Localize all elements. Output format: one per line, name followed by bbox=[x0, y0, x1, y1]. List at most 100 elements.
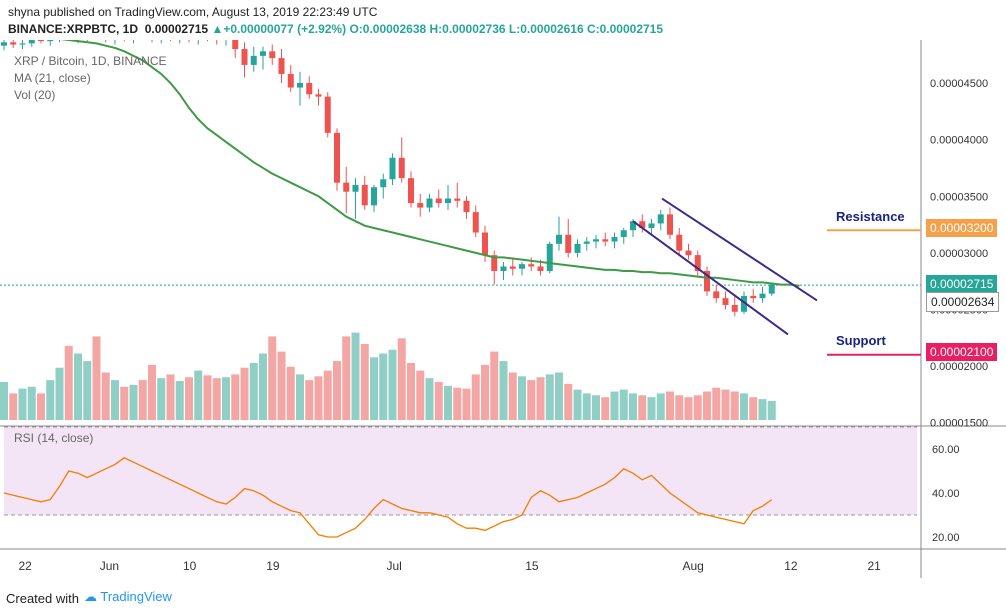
volume-bar bbox=[268, 336, 277, 420]
volume-bar bbox=[666, 391, 674, 420]
candle-body bbox=[389, 157, 396, 180]
candle bbox=[343, 166, 350, 214]
volume-bar bbox=[629, 393, 637, 420]
candle bbox=[565, 218, 572, 258]
volume-bar bbox=[749, 397, 758, 420]
volume-bar bbox=[379, 353, 388, 420]
tradingview-brand: TradingView bbox=[100, 589, 172, 604]
change-arrow-icon: ▲ bbox=[211, 22, 224, 36]
candle-body bbox=[593, 239, 599, 242]
created-with-text: Created with bbox=[6, 591, 79, 606]
price-tick-label: 0.00002000 bbox=[930, 361, 988, 373]
volume-bar bbox=[582, 393, 591, 420]
candle-body bbox=[278, 58, 285, 74]
candle bbox=[657, 209, 664, 231]
rsi-tick-label: 20.00 bbox=[932, 532, 960, 544]
candle-body bbox=[398, 157, 405, 179]
candle bbox=[287, 64, 294, 93]
volume-bar bbox=[693, 395, 702, 420]
price-tick-label: 0.00003000 bbox=[930, 248, 988, 260]
channel-upper-line bbox=[661, 197, 818, 302]
candle-body bbox=[704, 271, 710, 292]
volume-bar bbox=[499, 361, 508, 420]
volume-bar bbox=[111, 380, 119, 420]
support-price-tag: 0.00002100 bbox=[926, 343, 998, 361]
price-tick-label: 0.00004000 bbox=[930, 135, 988, 147]
volume-bar bbox=[434, 382, 443, 420]
volume-bar bbox=[610, 391, 619, 420]
resistance-label: Resistance bbox=[836, 209, 905, 224]
candle-body bbox=[472, 212, 479, 233]
volume-bar bbox=[166, 374, 175, 420]
volume-bar bbox=[351, 332, 360, 420]
candle bbox=[334, 128, 340, 191]
candle bbox=[306, 76, 313, 99]
volume-bar bbox=[305, 380, 314, 420]
candle-body bbox=[694, 255, 701, 271]
volume-bar bbox=[712, 387, 721, 420]
ohlc-values: O:0.00002638 H:0.00002736 L:0.00002616 C… bbox=[349, 22, 664, 36]
candle-body bbox=[334, 132, 340, 183]
volume-bar bbox=[601, 397, 610, 420]
rsi-line bbox=[3, 457, 773, 538]
volume-bar bbox=[129, 384, 138, 420]
volume-bar bbox=[9, 393, 18, 420]
candle bbox=[620, 227, 627, 244]
volume-bar bbox=[407, 363, 415, 420]
volume-bar bbox=[619, 389, 628, 420]
time-tick-label: 22 bbox=[19, 559, 33, 573]
volume-bar bbox=[656, 393, 665, 420]
candle bbox=[435, 189, 442, 208]
footer: Created with ☁ TradingView bbox=[0, 585, 1006, 615]
volume-bar bbox=[481, 364, 489, 420]
volume-bar bbox=[388, 349, 397, 420]
volume-legend: Vol (20) bbox=[14, 88, 56, 102]
candle-body bbox=[611, 237, 618, 242]
last-price-tag: 0.00002715 bbox=[926, 275, 998, 293]
volume-bar bbox=[64, 345, 73, 420]
volume-bar bbox=[416, 370, 425, 420]
time-tick-label: 19 bbox=[266, 559, 280, 573]
candle bbox=[389, 153, 396, 185]
candle bbox=[426, 194, 433, 213]
candle bbox=[694, 250, 701, 276]
volume-bar bbox=[767, 401, 776, 420]
candle bbox=[315, 88, 322, 106]
candle-body bbox=[10, 42, 17, 45]
candle bbox=[500, 261, 507, 281]
volume-bar bbox=[314, 376, 323, 420]
time-tick-label: Jun bbox=[100, 559, 119, 573]
volume-bar bbox=[74, 353, 82, 420]
candle bbox=[454, 182, 461, 208]
candle bbox=[371, 184, 377, 213]
price-chart[interactable]: 0.00004500 0.00004000 0.00003500 0.00003000… bbox=[0, 0, 1006, 585]
tradingview-logo[interactable]: ☁ TradingView bbox=[84, 589, 172, 605]
volume-bar bbox=[120, 386, 129, 420]
volume-bar bbox=[249, 363, 258, 420]
candle-body bbox=[528, 264, 535, 267]
candle-body bbox=[537, 266, 544, 271]
resistance-price-tag: 0.00003200 bbox=[926, 219, 998, 237]
candle bbox=[417, 194, 424, 217]
candle-body bbox=[491, 255, 498, 271]
candle bbox=[556, 216, 562, 251]
candle-body bbox=[722, 298, 729, 305]
price-tick-label: 0.00001500 bbox=[930, 418, 988, 430]
ma-line bbox=[31, 36, 800, 287]
candle-body bbox=[260, 51, 266, 56]
candle-body bbox=[583, 241, 590, 244]
candle bbox=[380, 173, 387, 199]
volume-bar bbox=[564, 383, 573, 420]
volume-bar bbox=[148, 364, 156, 420]
support-label: Support bbox=[836, 333, 886, 348]
candle bbox=[713, 284, 720, 303]
volume-bar bbox=[157, 378, 166, 420]
candle-body bbox=[19, 43, 26, 45]
ma-legend: MA (21, close) bbox=[14, 71, 91, 85]
candle-body bbox=[565, 234, 572, 253]
candle bbox=[491, 250, 498, 285]
volume-bar bbox=[203, 375, 212, 420]
candle bbox=[602, 232, 609, 247]
volume-bar bbox=[37, 393, 45, 420]
candle-body bbox=[361, 184, 368, 206]
